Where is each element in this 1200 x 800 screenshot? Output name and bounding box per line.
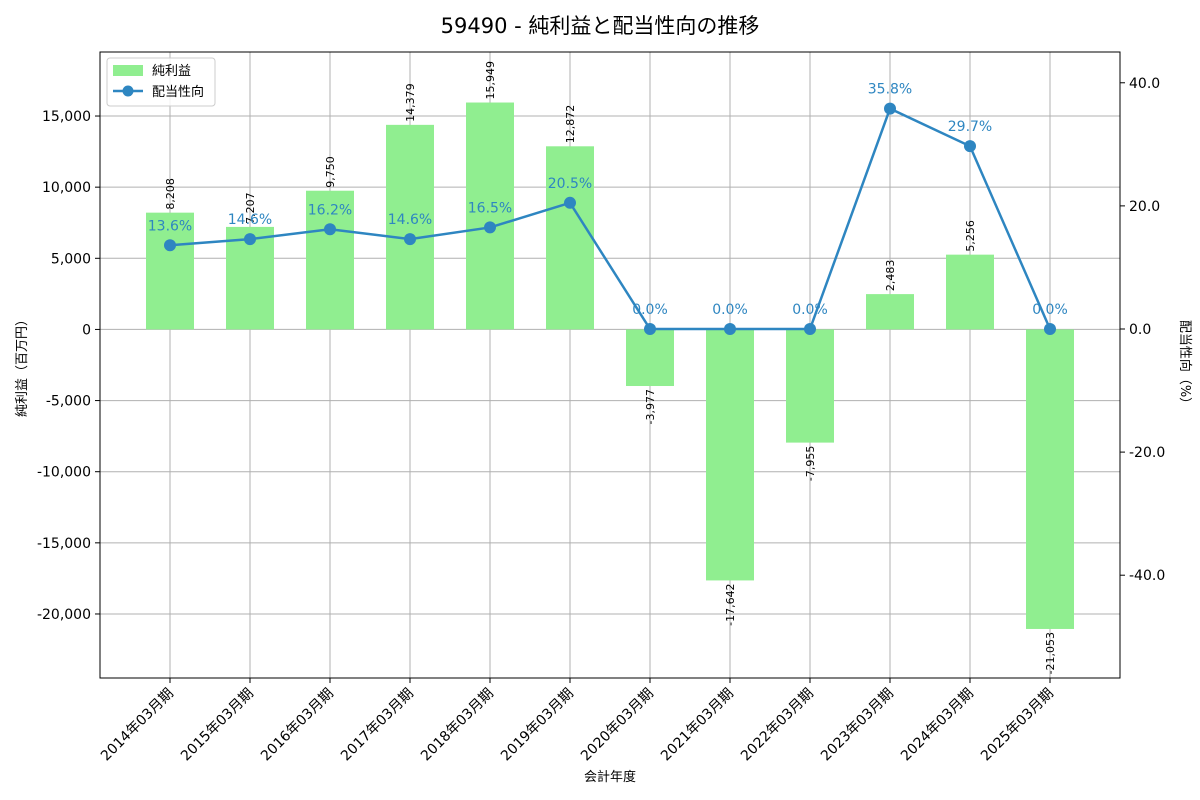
- payout-ratio-label: 0.0%: [792, 302, 828, 318]
- payout-ratio-label: 0.0%: [1032, 302, 1068, 318]
- payout-ratio-marker: [244, 233, 256, 246]
- y-right-tick-label: -40.0: [1129, 568, 1165, 584]
- y-right-tick-label: -20.0: [1129, 445, 1165, 461]
- payout-ratio-marker: [644, 322, 656, 335]
- y-left-tick-label: -20,000: [37, 607, 91, 623]
- legend-swatch-marker: [122, 85, 134, 97]
- x-tick-label: 2015年03月期: [178, 686, 257, 765]
- y-left-tick-label: 10,000: [42, 180, 91, 196]
- bar: [386, 124, 434, 330]
- payout-ratio-marker: [1044, 322, 1056, 335]
- bar: [466, 102, 514, 330]
- payout-ratio-label: 13.6%: [148, 218, 192, 234]
- bar: [786, 329, 834, 443]
- y-left-tick-label: 5,000: [51, 251, 91, 267]
- bar: [146, 212, 194, 330]
- bar-value-label: 2,483: [884, 260, 897, 292]
- x-tick-label: 2020年03月期: [578, 686, 657, 765]
- y-left-tick-label: -15,000: [37, 536, 91, 552]
- x-tick-label: 2024年03月期: [898, 686, 977, 765]
- payout-ratio-marker: [484, 221, 496, 234]
- bar-value-label: -21,053: [1044, 632, 1057, 674]
- x-tick-label: 2023年03月期: [818, 686, 897, 765]
- x-tick-label: 2022年03月期: [738, 686, 817, 765]
- x-tick-label: 2014年03月期: [98, 686, 177, 765]
- bar-value-label: -7,955: [804, 446, 817, 481]
- legend-swatch-bar: [113, 65, 143, 76]
- payout-ratio-marker: [724, 322, 736, 335]
- bar: [866, 294, 914, 330]
- bar-value-label: 5,256: [964, 220, 977, 252]
- payout-ratio-label: 14.6%: [228, 212, 272, 228]
- x-tick-label: 2019年03月期: [498, 686, 577, 765]
- y-left-tick-label: 0: [82, 322, 91, 338]
- y-axis-right-title: 配当性向（%）: [1177, 320, 1193, 410]
- y-axis-left-title: 純利益（百万円）: [15, 313, 30, 417]
- x-tick-label: 2018年03月期: [418, 686, 497, 765]
- y-left-tick-label: -10,000: [37, 465, 91, 481]
- payout-ratio-marker: [884, 102, 896, 115]
- bar-value-label: 14,379: [404, 83, 417, 122]
- x-tick-label: 2025年03月期: [978, 686, 1057, 765]
- payout-ratio-marker: [804, 322, 816, 335]
- bar-value-label: 9,750: [324, 156, 337, 188]
- payout-ratio-label: 16.5%: [468, 200, 512, 216]
- y-right-tick-label: 0.0: [1129, 322, 1151, 338]
- y-right-tick-label: 40.0: [1129, 76, 1160, 92]
- payout-ratio-label: 14.6%: [388, 212, 432, 228]
- payout-ratio-label: 35.8%: [868, 82, 912, 98]
- y-left-tick-label: 15,000: [42, 109, 91, 125]
- payout-ratio-line: [169, 106, 1052, 331]
- bar-value-label: 12,872: [564, 105, 577, 144]
- bar-value-label: -3,977: [644, 389, 657, 424]
- payout-ratio-marker: [164, 239, 176, 252]
- bar: [306, 190, 354, 330]
- payout-ratio-marker: [324, 223, 336, 236]
- bar: [946, 254, 994, 330]
- x-tick-label: 2017年03月期: [338, 686, 417, 765]
- bar-value-label: -17,642: [724, 583, 737, 625]
- payout-ratio-label: 16.2%: [308, 202, 352, 218]
- plot-frame: [99, 51, 1121, 679]
- payout-ratio-label: 0.0%: [712, 302, 748, 318]
- payout-ratio-marker: [964, 140, 976, 153]
- payout-ratio-marker: [404, 233, 416, 246]
- bar-value-label: 7,207: [244, 192, 257, 224]
- legend-label-bar: 純利益: [152, 64, 191, 79]
- legend-label-line: 配当性向: [152, 84, 204, 100]
- chart-title: 59490 - 純利益と配当性向の推移: [441, 14, 760, 38]
- bar-value-label: 15,949: [484, 61, 497, 100]
- bar: [1026, 329, 1074, 629]
- x-axis-title: 会計年度: [584, 769, 636, 785]
- payout-ratio-label: 0.0%: [632, 302, 668, 318]
- y-left-tick-label: -5,000: [46, 394, 91, 410]
- payout-ratio-marker: [564, 196, 576, 209]
- payout-ratio-label: 29.7%: [948, 119, 992, 135]
- y-right-tick-label: 20.0: [1129, 199, 1160, 215]
- x-tick-label: 2021年03月期: [658, 686, 737, 765]
- bar: [546, 146, 594, 330]
- bar-value-label: 8,208: [164, 178, 177, 210]
- payout-ratio-label: 20.5%: [548, 176, 592, 192]
- x-tick-label: 2016年03月期: [258, 686, 337, 765]
- bar: [706, 329, 754, 581]
- bar: [626, 329, 674, 387]
- legend: 純利益 配当性向: [106, 57, 216, 107]
